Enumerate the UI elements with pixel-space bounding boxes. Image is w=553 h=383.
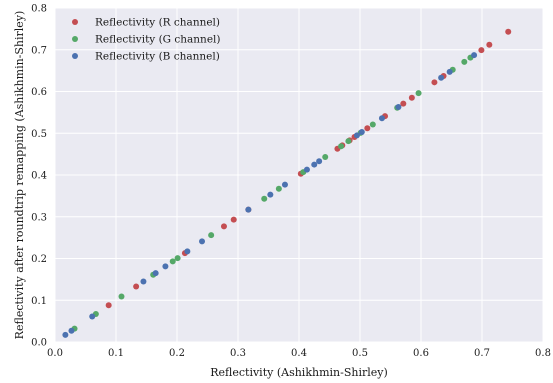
data-point-r	[431, 79, 438, 86]
y-tick-label: 0.0	[31, 338, 47, 349]
data-point-r	[364, 125, 371, 132]
y-tick-label: 0.1	[31, 296, 47, 307]
data-point-b	[378, 115, 385, 122]
y-tick-label: 0.4	[31, 171, 47, 182]
y-tick-label: 0.3	[31, 212, 47, 223]
legend-label-r: Reflectivity (R channel)	[95, 17, 220, 29]
legend-label-b: Reflectivity (B channel)	[95, 51, 220, 63]
y-tick-label: 0.6	[31, 87, 47, 98]
legend-marker-g	[72, 36, 78, 42]
data-point-b	[184, 248, 191, 255]
data-point-b	[162, 263, 169, 270]
x-tick-label: 0.6	[413, 348, 429, 359]
legend-marker-r	[72, 19, 78, 25]
data-point-b	[152, 270, 159, 277]
data-point-b	[89, 313, 96, 320]
data-point-b	[199, 238, 206, 245]
data-point-g	[208, 232, 215, 239]
data-point-r	[400, 100, 407, 107]
data-point-g	[118, 293, 125, 300]
data-point-r	[133, 283, 140, 290]
data-point-r	[105, 302, 112, 309]
data-point-g	[322, 154, 329, 161]
legend: Reflectivity (R channel) Reflectivity (G…	[72, 17, 221, 63]
data-point-b	[446, 68, 453, 75]
data-point-g	[461, 58, 468, 65]
data-point-g	[261, 195, 268, 202]
data-point-b	[245, 206, 252, 213]
data-point-b	[303, 166, 310, 173]
data-point-g	[369, 121, 376, 128]
x-tick-label: 0.8	[535, 348, 551, 359]
data-point-r	[230, 216, 237, 223]
data-point-r	[220, 223, 227, 230]
legend-label-g: Reflectivity (G channel)	[95, 34, 221, 46]
y-tick-label: 0.2	[31, 254, 47, 265]
x-tick-label: 0.4	[291, 348, 307, 359]
x-axis-label: Reflectivity (Ashikhmin-Shirley)	[210, 366, 388, 379]
data-point-b	[358, 128, 365, 135]
x-axis-tick-labels: 0.0 0.1 0.2 0.3 0.4 0.5 0.6 0.7 0.8	[47, 348, 551, 359]
x-tick-label: 0.3	[230, 348, 246, 359]
x-tick-label: 0.7	[474, 348, 490, 359]
data-point-b	[395, 103, 402, 110]
data-point-g	[415, 90, 422, 97]
x-tick-label: 0.5	[352, 348, 368, 359]
data-point-b	[140, 278, 147, 285]
data-point-g	[169, 258, 176, 265]
data-points	[62, 28, 512, 338]
legend-marker-b	[72, 53, 78, 59]
x-tick-label: 0.1	[108, 348, 124, 359]
y-tick-label: 0.7	[31, 45, 47, 56]
data-point-r	[505, 28, 512, 35]
data-point-g	[345, 138, 352, 145]
data-point-r	[486, 41, 493, 48]
data-point-g	[338, 143, 345, 150]
data-point-b	[281, 181, 288, 188]
y-axis-label: Reflectivity after roundtrip remapping (…	[13, 11, 26, 340]
data-point-r	[478, 47, 485, 54]
data-point-b	[68, 327, 75, 334]
data-point-r	[408, 94, 415, 101]
data-point-b	[267, 191, 274, 198]
data-point-b	[311, 161, 318, 168]
data-point-b	[471, 52, 478, 59]
y-axis-tick-labels: 0.0 0.1 0.2 0.3 0.4 0.5 0.6 0.7 0.8	[31, 4, 47, 349]
y-tick-label: 0.8	[31, 4, 47, 15]
x-tick-label: 0.2	[169, 348, 185, 359]
data-point-b	[353, 132, 360, 139]
data-point-g	[275, 185, 282, 192]
data-point-b	[438, 74, 445, 81]
data-point-b	[62, 331, 69, 338]
x-tick-label: 0.0	[47, 348, 63, 359]
data-point-b	[316, 158, 323, 165]
y-tick-label: 0.5	[31, 129, 47, 140]
data-point-g	[174, 255, 181, 262]
